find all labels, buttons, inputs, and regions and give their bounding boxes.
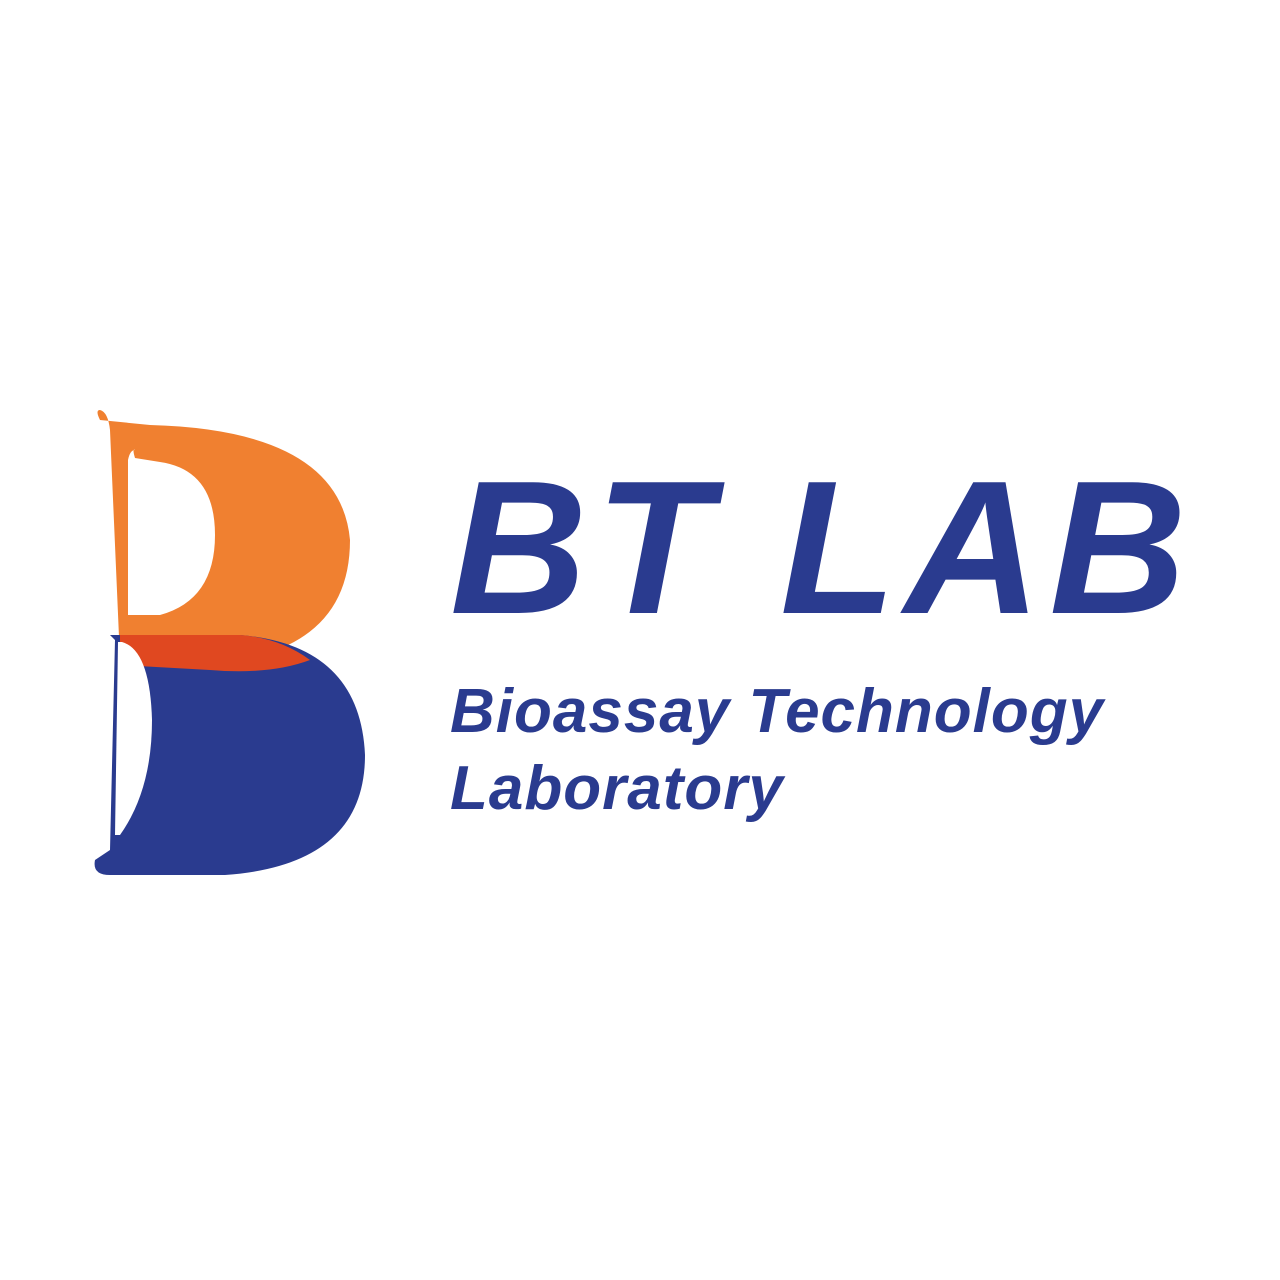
logo-main-title: BT LAB <box>450 453 1195 643</box>
subtitle-line-2: Laboratory <box>450 750 1195 828</box>
logo-container: BT LAB Bioassay Technology Laboratory <box>0 390 1195 890</box>
logo-subtitle: Bioassay Technology Laboratory <box>450 673 1195 828</box>
logo-mark-icon <box>60 390 400 890</box>
logo-text-block: BT LAB Bioassay Technology Laboratory <box>450 453 1195 828</box>
subtitle-line-1: Bioassay Technology <box>450 673 1195 751</box>
